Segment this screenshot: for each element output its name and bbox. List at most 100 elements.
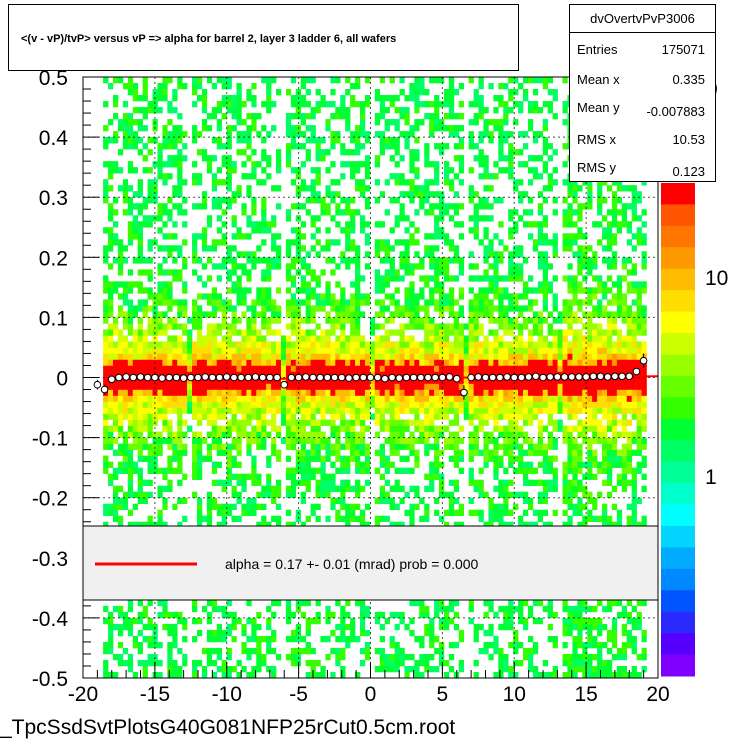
heatmap-cell xyxy=(226,287,232,294)
heatmap-cell xyxy=(419,197,425,204)
heatmap-cell xyxy=(350,401,356,408)
heatmap-cell xyxy=(453,509,460,517)
heatmap-cell xyxy=(335,299,341,306)
heatmap-cell xyxy=(211,503,218,511)
heatmap-cell xyxy=(335,431,341,438)
heatmap-cell xyxy=(513,263,519,270)
heatmap-cell xyxy=(295,257,302,264)
heatmap-cell xyxy=(394,137,400,144)
heatmap-cell xyxy=(211,155,218,162)
heatmap-cell xyxy=(359,125,366,132)
heatmap-cell xyxy=(335,317,341,324)
heatmap-cell xyxy=(290,101,297,108)
heatmap-cell xyxy=(113,395,119,402)
heatmap-cell xyxy=(523,419,529,426)
heatmap-cell xyxy=(147,431,153,438)
heatmap-cell xyxy=(310,167,316,174)
heatmap-cell xyxy=(448,437,455,444)
heatmap-cell xyxy=(503,287,509,294)
heatmap-cell xyxy=(468,317,474,324)
heatmap-cell xyxy=(330,257,336,264)
heatmap-cell xyxy=(527,647,534,655)
heatmap-cell xyxy=(246,257,252,264)
heatmap-cell xyxy=(523,143,529,150)
heatmap-cell xyxy=(290,167,297,174)
heatmap-cell xyxy=(285,491,292,498)
heatmap-cell xyxy=(300,95,306,102)
heatmap-cell xyxy=(468,389,474,396)
heatmap-cell xyxy=(537,191,544,198)
heatmap-cell xyxy=(508,383,514,390)
heatmap-cell xyxy=(142,443,148,450)
heatmap-cell xyxy=(103,137,109,144)
heatmap-cell xyxy=(192,377,198,384)
heatmap-cell xyxy=(122,311,129,318)
heatmap-cell xyxy=(206,215,213,222)
heatmap-cell xyxy=(290,425,297,432)
heatmap-cell xyxy=(172,131,178,138)
heatmap-cell xyxy=(379,335,385,342)
heatmap-cell xyxy=(468,599,474,607)
heatmap-cell xyxy=(513,629,519,637)
heatmap-cell xyxy=(508,479,514,486)
heatmap-cell xyxy=(226,395,232,402)
heatmap-cell xyxy=(374,383,381,390)
heatmap-cell xyxy=(493,383,499,390)
heatmap-cell xyxy=(113,365,119,372)
heatmap-cell xyxy=(458,233,465,240)
heatmap-cell xyxy=(399,365,405,372)
heatmap-cell xyxy=(310,125,316,132)
heatmap-cell xyxy=(542,395,548,402)
heatmap-cell xyxy=(503,365,509,372)
heatmap-cell xyxy=(439,119,445,126)
heatmap-cell xyxy=(542,479,548,486)
heatmap-cell xyxy=(350,131,356,138)
heatmap-cell xyxy=(113,257,119,264)
heatmap-cell xyxy=(527,653,534,661)
heatmap-cell xyxy=(409,125,415,132)
heatmap-cell xyxy=(132,521,138,529)
heatmap-cell xyxy=(493,281,499,288)
heatmap-cell xyxy=(192,605,198,613)
heatmap-cell xyxy=(350,95,356,102)
heatmap-cell xyxy=(340,353,346,360)
heatmap-cell xyxy=(404,401,410,408)
heatmap-cell xyxy=(167,353,173,360)
heatmap-cell xyxy=(280,419,287,426)
heatmap-cell xyxy=(276,161,282,168)
heatmap-cell xyxy=(201,437,208,444)
heatmap-cell xyxy=(132,341,138,348)
heatmap-cell xyxy=(117,293,124,300)
heatmap-cell xyxy=(167,107,173,114)
heatmap-cell xyxy=(113,281,119,288)
heatmap-cell xyxy=(315,503,321,511)
heatmap-cell xyxy=(389,401,395,408)
heatmap-cell xyxy=(493,461,499,468)
heatmap-cell xyxy=(394,665,400,673)
heatmap-cell xyxy=(320,377,326,384)
heatmap-cell xyxy=(167,611,173,619)
heatmap-cell xyxy=(527,497,534,505)
heatmap-cell xyxy=(137,419,143,426)
heatmap-cell xyxy=(300,599,306,607)
heatmap-cell xyxy=(108,305,114,312)
heatmap-cell xyxy=(419,659,425,667)
heatmap-cell xyxy=(261,425,267,432)
heatmap-cell xyxy=(172,467,178,474)
heatmap-cell xyxy=(117,449,124,456)
heatmap-cell xyxy=(137,401,143,408)
heatmap-cell xyxy=(157,431,163,438)
heatmap-cell xyxy=(167,401,173,408)
heatmap-cell xyxy=(177,449,183,456)
heatmap-cell xyxy=(434,413,440,420)
heatmap-cell xyxy=(424,335,430,342)
heatmap-cell xyxy=(147,347,153,354)
heatmap-cell xyxy=(532,89,539,96)
heatmap-cell xyxy=(379,113,385,120)
heatmap-cell xyxy=(547,437,553,444)
heatmap-cell xyxy=(132,431,138,438)
heatmap-cell xyxy=(478,131,484,138)
heatmap-cell xyxy=(251,125,257,132)
heatmap-cell xyxy=(364,161,371,168)
heatmap-cell xyxy=(172,383,178,390)
